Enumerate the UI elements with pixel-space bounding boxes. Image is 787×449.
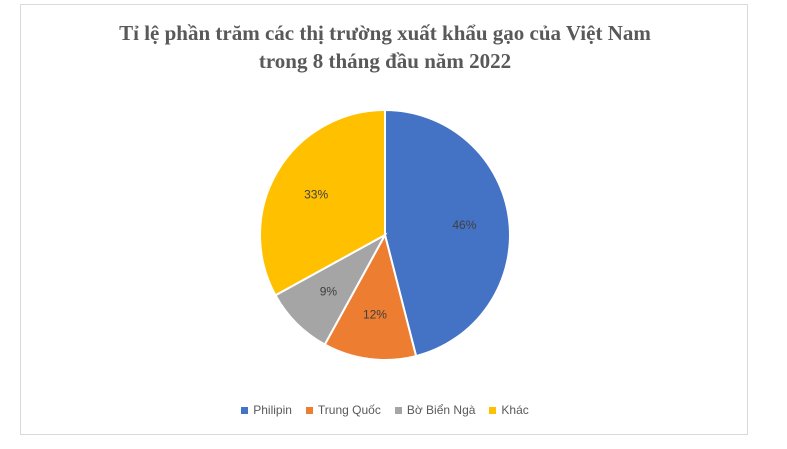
legend-item-khac: Khác — [489, 403, 529, 417]
chart-area: Tỉ lệ phần trăm các thị trường xuất khẩu… — [20, 4, 748, 435]
pie-slice-khac — [259, 108, 386, 297]
pie-chart: 46% 12% 9% 33% — [259, 108, 511, 361]
chart-title-line-1: Tỉ lệ phần trăm các thị trường xuất khẩu… — [119, 21, 651, 45]
data-label-trung-quoc: 12% — [363, 307, 387, 321]
legend-item-philipin: Philipin — [241, 403, 292, 417]
legend-label-philipin: Philipin — [253, 403, 292, 417]
pie-slice-philipin — [384, 108, 511, 358]
data-label-khac: 33% — [304, 187, 328, 201]
pie-data-labels: 46% 12% 9% 33% — [304, 187, 477, 321]
legend-swatch-bo-bien-nga — [394, 406, 402, 414]
legend: Philipin Trung Quốc Bờ Biển Ngà Khác — [21, 403, 749, 417]
chart-title-line-2: trong 8 tháng đầu năm 2022 — [258, 49, 512, 73]
legend-label-trung-quoc: Trung Quốc — [317, 403, 381, 417]
legend-item-trung-quoc: Trung Quốc — [305, 403, 381, 417]
legend-swatch-khac — [489, 406, 497, 414]
legend-label-bo-bien-nga: Bờ Biển Ngà — [406, 403, 476, 417]
pie-slices — [259, 108, 511, 361]
pie-slice-trung-quoc — [323, 232, 418, 361]
legend-item-bo-bien-nga: Bờ Biển Ngà — [394, 403, 476, 417]
data-label-bo-bien-nga: 9% — [320, 285, 338, 299]
legend-swatch-philipin — [241, 406, 249, 414]
legend-swatch-trung-quoc — [305, 406, 313, 414]
data-label-philipin: 46% — [452, 218, 476, 232]
chart-title: Tỉ lệ phần trăm các thị trường xuất khẩu… — [21, 19, 749, 75]
legend-label-khac: Khác — [501, 403, 529, 417]
